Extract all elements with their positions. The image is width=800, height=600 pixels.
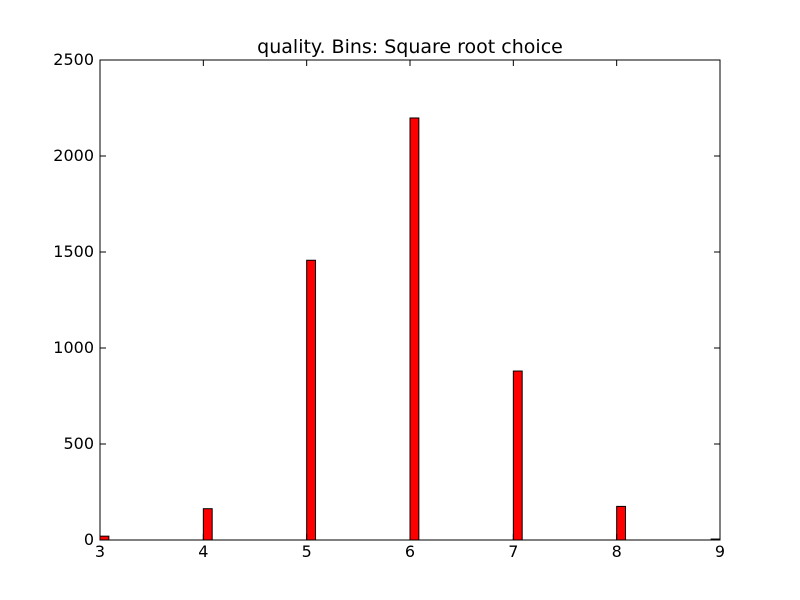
y-tick-label: 2500 [53,50,94,69]
histogram-bar [99,535,110,541]
y-tick-label: 1000 [53,338,94,357]
y-tick-label: 0 [84,530,94,549]
x-tick-label: 9 [715,542,725,561]
x-tick-label: 3 [95,542,105,561]
x-tick-label: 6 [405,542,415,561]
x-tick-label: 5 [302,542,312,561]
x-tick-label: 4 [198,542,208,561]
plot-frame [99,59,721,541]
bars-layer [99,117,721,541]
ticks-layer: 3 4 5 6 7 8 9 0 500 1000 1500 2000 2500 [53,50,725,561]
histogram-bar [616,505,627,541]
histogram-bar [202,508,213,541]
y-tick-label: 500 [63,434,94,453]
y-tick-label: 2000 [53,146,94,165]
histogram-bar [512,370,523,541]
chart-title: quality. Bins: Square root choice [257,36,563,58]
x-tick-label: 8 [612,542,622,561]
x-tick-label: 7 [508,542,518,561]
y-tick-label: 1500 [53,242,94,261]
histogram-bar [409,117,420,541]
histogram-bar [306,259,317,541]
